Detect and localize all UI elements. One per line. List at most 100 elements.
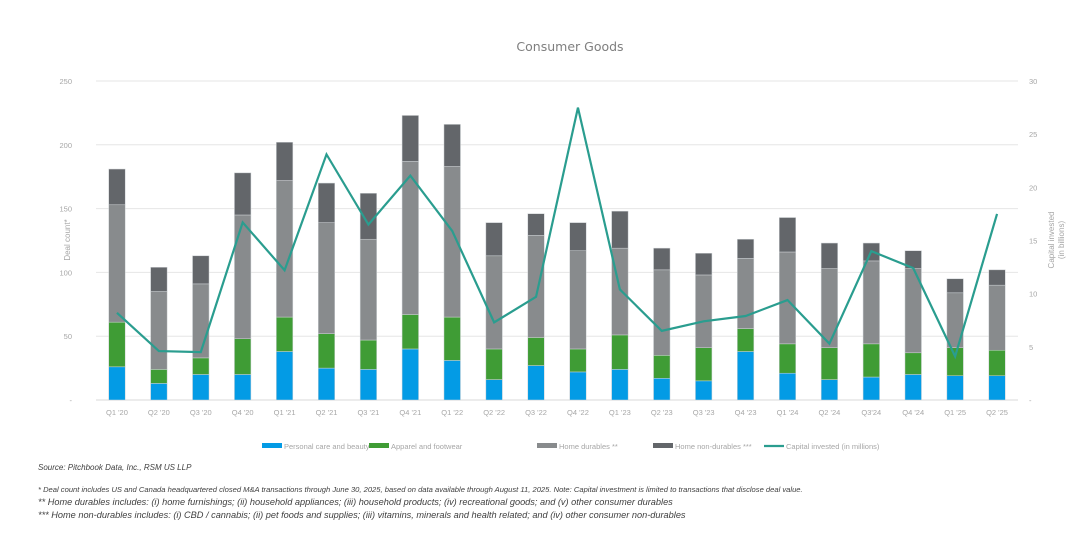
left-axis-ticks: - 50 100 150 200 250 (59, 77, 72, 405)
bar-segment (318, 333, 335, 369)
bar-segment (527, 213, 545, 236)
bar-stack (318, 182, 335, 401)
bar-stack (988, 269, 1006, 401)
legend-swatch (537, 443, 557, 448)
bar-segment (443, 124, 461, 167)
legend-label: Home durables ** (559, 442, 618, 451)
legend: Personal care and beauty Apparel and foot… (262, 442, 880, 451)
bar-segment (276, 141, 294, 181)
x-tick-label: Q1 '21 (274, 408, 296, 417)
bar-stack (234, 172, 252, 401)
bar-segment (318, 367, 335, 401)
bar-stack (862, 242, 880, 401)
bar-segment (150, 267, 168, 292)
bar-segment (108, 168, 126, 206)
bar-segment (359, 339, 377, 370)
bar-segment (485, 255, 503, 350)
bar-segment (569, 371, 587, 401)
line-series (116, 107, 999, 360)
bar-segment (359, 369, 377, 401)
legend-swatch (262, 443, 282, 448)
bar-segment (192, 255, 210, 285)
x-tick-label: Q3 '21 (357, 408, 379, 417)
bar-segment (234, 374, 252, 401)
legend-label: Personal care and beauty (284, 442, 370, 451)
x-tick-label: Q3 '23 (693, 408, 715, 417)
bar-segment (150, 383, 168, 401)
bar-stack (108, 168, 126, 401)
bar-segment (276, 316, 294, 352)
bar-segment (485, 222, 503, 257)
x-tick-label: Q1 '22 (441, 408, 463, 417)
bar-segment (569, 250, 587, 350)
bar-segment (108, 204, 126, 323)
bar-series (108, 115, 1006, 401)
legend-label: Capital invested (in millions) (786, 442, 880, 451)
bar-segment (611, 369, 629, 401)
x-tick-label: Q1 '25 (944, 408, 966, 417)
y2-tick-label: - (1029, 396, 1032, 405)
y2-tick-label: 10 (1029, 290, 1037, 299)
bar-segment (820, 268, 838, 348)
bar-segment (695, 380, 713, 401)
bar-segment (988, 269, 1006, 286)
y-tick-label: 200 (59, 141, 72, 150)
footnote-deal-count: * Deal count includes US and Canada head… (38, 485, 803, 494)
bar-segment (485, 379, 503, 401)
bar-segment (234, 338, 252, 375)
bar-segment (820, 379, 838, 401)
bar-stack (276, 141, 294, 401)
legend-label: Home non-durables *** (675, 442, 752, 451)
legend-swatch (369, 443, 389, 448)
x-tick-label: Q4 '23 (735, 408, 757, 417)
bar-segment (737, 328, 755, 352)
bar-segment (988, 284, 1006, 351)
bar-segment (820, 347, 838, 380)
bar-segment (527, 337, 545, 366)
y-tick-label: 250 (59, 77, 72, 86)
bar-segment (443, 360, 461, 401)
x-tick-label: Q2 '23 (651, 408, 673, 417)
bar-segment (108, 321, 126, 368)
right-axis-ticks: - 5 10 15 20 25 30 (1029, 77, 1037, 405)
y2-tick-label: 5 (1029, 343, 1033, 352)
bar-segment (276, 351, 294, 401)
bar-segment (192, 357, 210, 375)
bar-segment (862, 260, 880, 345)
x-tick-label: Q3 '22 (525, 408, 547, 417)
bar-stack (820, 242, 838, 401)
bar-stack (695, 253, 713, 401)
bar-segment (779, 251, 796, 345)
bar-stack (946, 278, 964, 401)
capital-invested-line (116, 107, 999, 360)
footnotes: Source: Pitchbook Data, Inc., RSM US LLP… (38, 463, 1078, 522)
bar-segment (192, 374, 210, 401)
bar-stack (569, 222, 587, 401)
y2-tick-label: 15 (1029, 237, 1037, 246)
bar-stack (150, 267, 168, 401)
bar-segment (946, 375, 964, 401)
bar-segment (527, 235, 545, 338)
source-note: Source: Pitchbook Data, Inc., RSM US LLP (38, 463, 192, 472)
legend-swatch (653, 443, 673, 448)
bar-segment (611, 210, 629, 249)
bar-segment (611, 334, 629, 370)
footnote-home-non-durables: *** Home non-durables includes: (i) CBD … (38, 510, 686, 520)
right-axis-title: Capital invested (in billions) (1047, 212, 1066, 269)
bar-segment (988, 349, 1006, 377)
y-tick-label: 100 (59, 268, 72, 277)
x-tick-label: Q2 '22 (483, 408, 505, 417)
bar-segment (443, 316, 461, 361)
bar-stack (401, 115, 419, 401)
bar-segment (988, 375, 1006, 401)
bar-segment (150, 369, 168, 384)
bar-segment (150, 291, 168, 370)
y-tick-label: - (70, 396, 73, 405)
bar-segment (779, 217, 796, 253)
bar-segment (234, 172, 252, 216)
y2-tick-label: 20 (1029, 183, 1037, 192)
x-tick-label: Q4 '24 (902, 408, 924, 417)
bar-segment (737, 238, 755, 259)
consumer-goods-chart: Consumer Goods - 50 100 150 200 250 - 5 10 15 20 2… (59, 39, 1066, 451)
bar-segment (779, 372, 796, 401)
